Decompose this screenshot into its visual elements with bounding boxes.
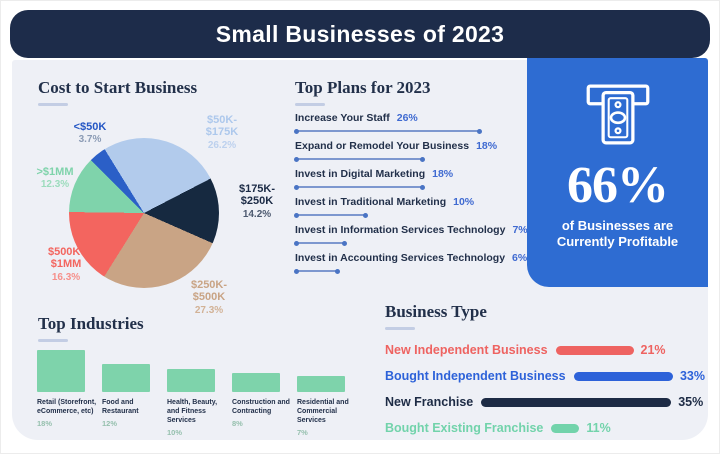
business-type-chart: New Independent Business 21% Bought Inde… bbox=[385, 337, 705, 441]
title-underline bbox=[385, 327, 415, 330]
plan-item: Invest in Information Services Technolog… bbox=[294, 224, 535, 246]
industry-column: Retail (Storefront, eCommerce, etc) 18% bbox=[37, 348, 99, 437]
pie-label-under-50k: <$50K 3.7% bbox=[73, 121, 107, 146]
plan-value-line bbox=[294, 240, 347, 246]
plan-value-line bbox=[294, 268, 340, 274]
industry-bar bbox=[102, 363, 150, 392]
plan-item: Invest in Traditional Marketing 10% bbox=[294, 196, 535, 218]
plan-item: Increase Your Staff 26% bbox=[294, 112, 535, 134]
business-type-row: New Independent Business 21% bbox=[385, 343, 666, 357]
pie-label-50k-175k: $50K- $175K 26.2% bbox=[205, 114, 239, 151]
industry-column: Food and Restaurant 12% bbox=[102, 348, 164, 437]
page-title: Small Businesses of 2023 bbox=[215, 20, 505, 47]
top-plans-list: Increase Your Staff 26% Expand or Remode… bbox=[294, 112, 535, 280]
industry-bar bbox=[167, 368, 215, 392]
plans-section-title: Top Plans for 2023 bbox=[295, 78, 431, 106]
cost-pie bbox=[69, 138, 219, 288]
header-banner: Small Businesses of 2023 bbox=[10, 10, 710, 58]
title-underline bbox=[295, 103, 325, 106]
plan-value-line bbox=[294, 128, 482, 134]
business-type-section-title: Business Type bbox=[385, 302, 487, 330]
title-underline bbox=[38, 339, 68, 342]
industry-bar bbox=[297, 375, 345, 392]
title-underline bbox=[38, 103, 68, 106]
profit-stat: 66% bbox=[567, 157, 669, 214]
pie-label-175k-250k: $175K- $250K 14.2% bbox=[238, 183, 276, 220]
pie-label-over-1mm: >$1MM 12.3% bbox=[36, 166, 74, 191]
infographic-body: Cost to Start Business <$50K 3.7% $50K- … bbox=[12, 58, 708, 441]
cost-section-title: Cost to Start Business bbox=[38, 78, 197, 106]
pie-label-250k-500k: $250K- $500K 27.3% bbox=[190, 279, 228, 316]
plan-value-line bbox=[294, 156, 425, 162]
business-type-bar bbox=[481, 397, 672, 407]
profit-caption: of Businesses are Currently Profitable bbox=[556, 218, 679, 250]
industry-column: Construction and Contracting 8% bbox=[232, 348, 294, 437]
business-type-row: New Franchise 35% bbox=[385, 395, 704, 409]
industries-section-title: Top Industries bbox=[38, 314, 144, 342]
business-type-bar bbox=[551, 423, 580, 433]
business-type-row: Bought Existing Franchise 11% bbox=[385, 421, 611, 435]
industry-column: Residential and Commercial Services 7% bbox=[297, 348, 359, 437]
industries-bar-chart: Retail (Storefront, eCommerce, etc) 18% … bbox=[37, 348, 359, 437]
business-type-bar bbox=[555, 345, 634, 355]
plan-value-line bbox=[294, 184, 425, 190]
business-type-row: Bought Independent Business 33% bbox=[385, 369, 705, 383]
atm-cash-icon bbox=[586, 84, 649, 145]
plan-item: Expand or Remodel Your Business 18% bbox=[294, 140, 535, 162]
plan-item: Invest in Digital Marketing 18% bbox=[294, 168, 535, 190]
business-type-bar bbox=[573, 371, 673, 381]
profit-panel: 66% of Businesses are Currently Profitab… bbox=[527, 58, 708, 287]
industry-bar bbox=[37, 349, 85, 392]
industry-bar bbox=[232, 373, 280, 392]
plan-item: Invest in Accounting Services Technology… bbox=[294, 252, 535, 274]
pie-label-500k-1mm: $500K- $1MM 16.3% bbox=[47, 246, 85, 283]
industry-column: Health, Beauty, and Fitness Services 10% bbox=[167, 348, 229, 437]
plan-value-line bbox=[294, 212, 368, 218]
